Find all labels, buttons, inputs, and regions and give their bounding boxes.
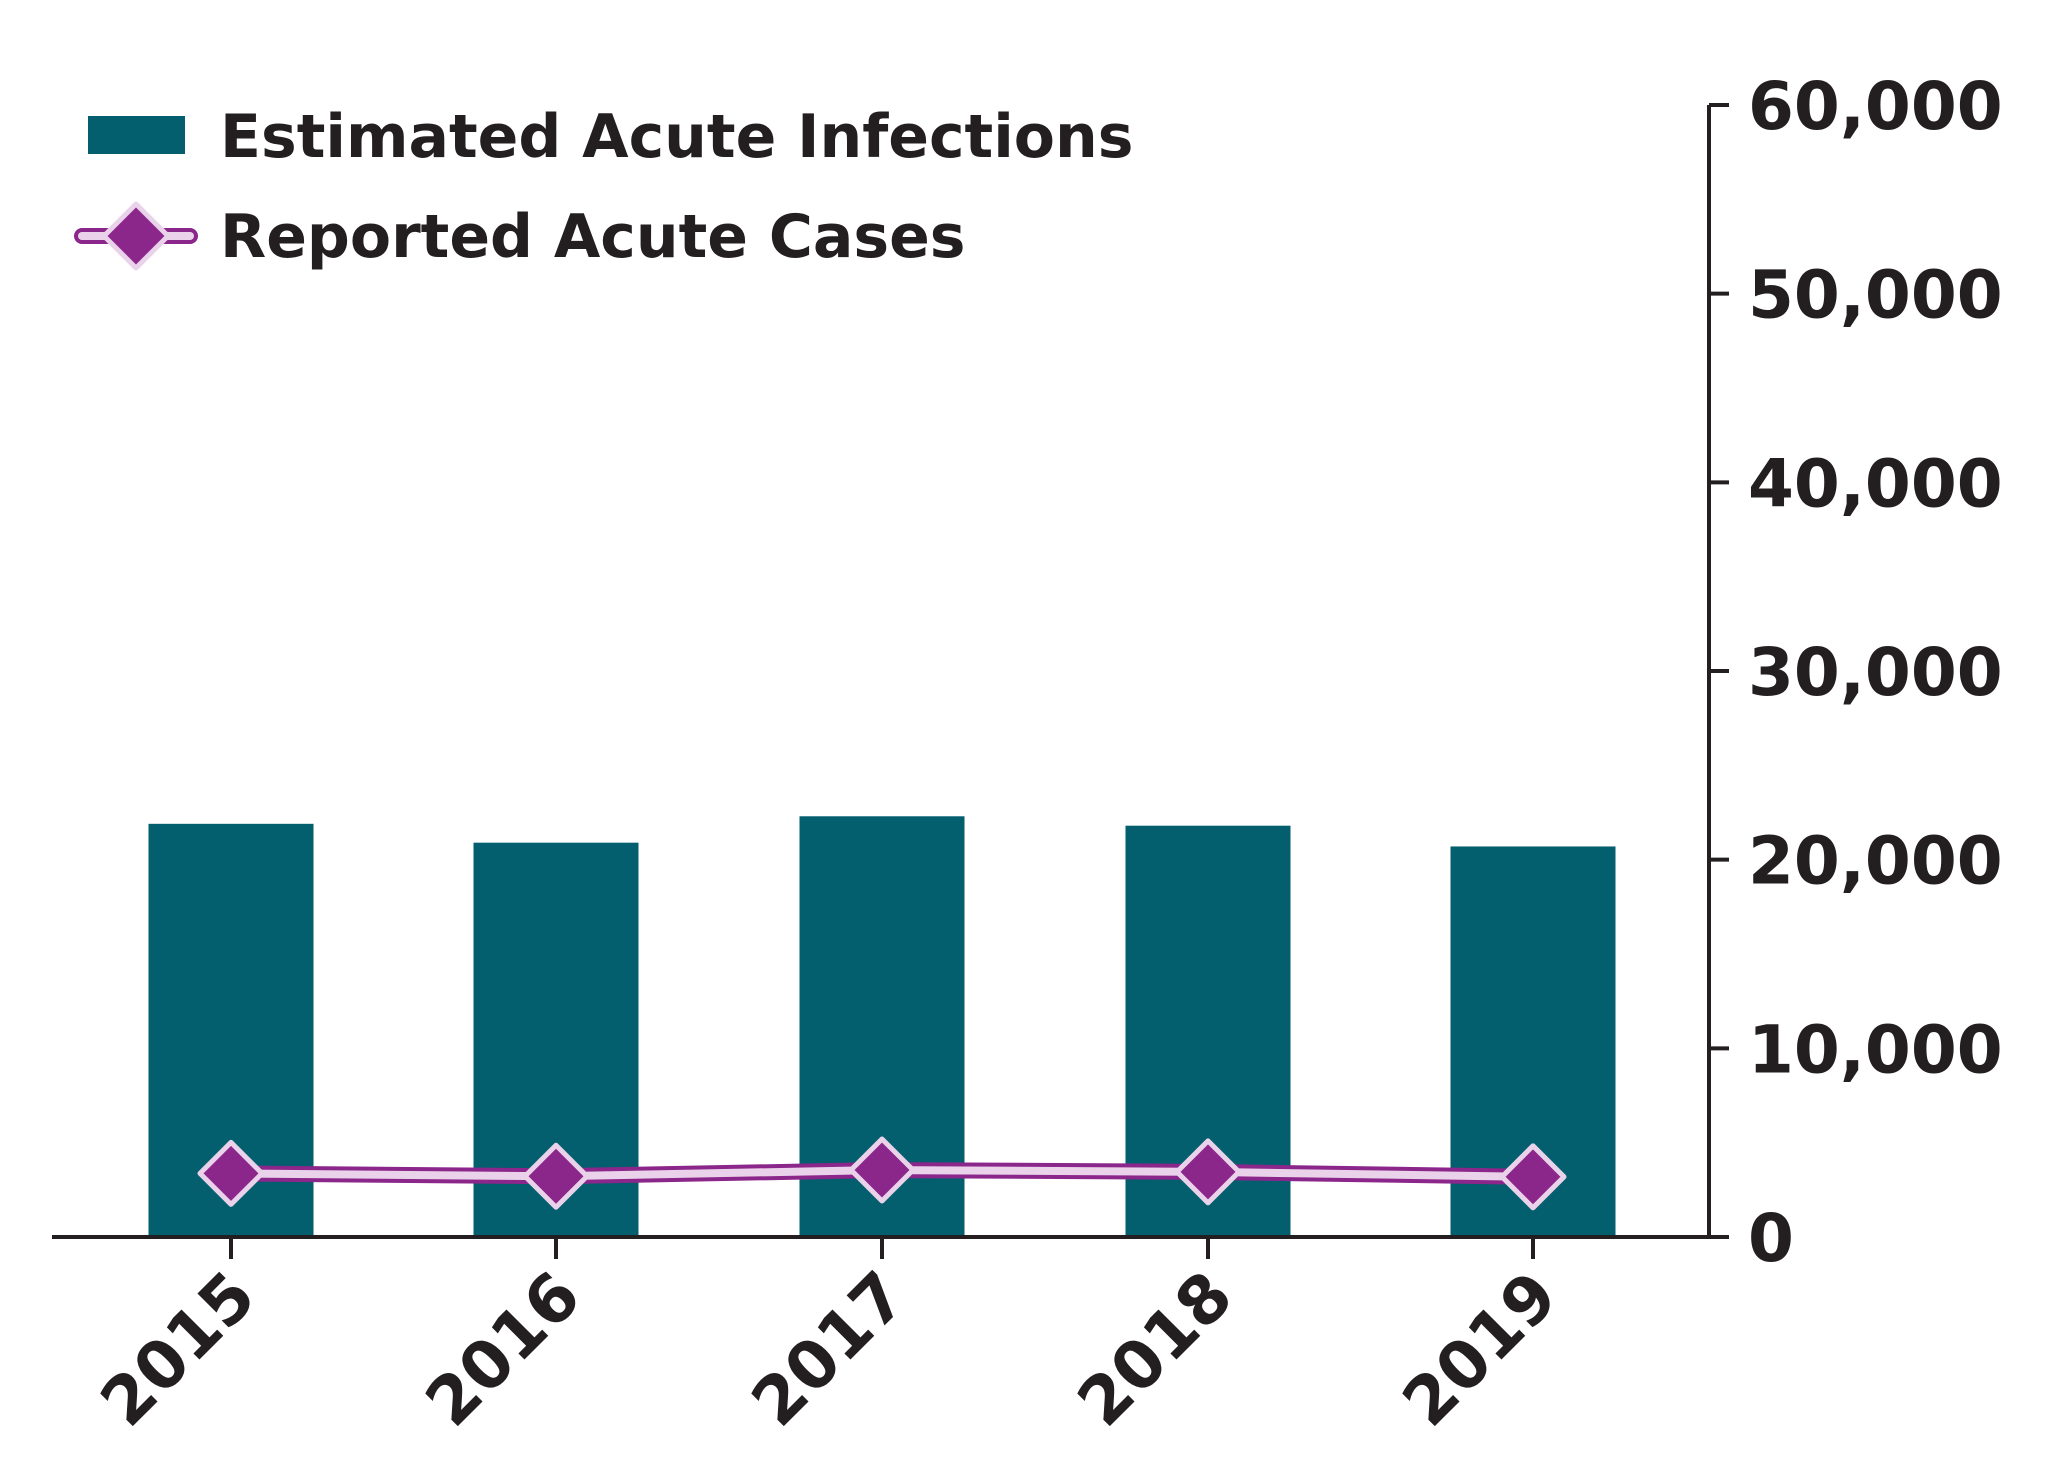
legend-swatch-reported: [74, 201, 198, 271]
x-tick-label-2016: 2016: [411, 1257, 595, 1441]
diamond-marker-2016: [522, 1142, 590, 1210]
legend-swatch-estimated: [88, 116, 185, 154]
y-tick-label: 60,000: [1748, 68, 2003, 145]
y-tick-label: 50,000: [1748, 257, 2003, 334]
diamond-marker-2015: [197, 1139, 265, 1207]
y-tick-label: 10,000: [1748, 1011, 2003, 1088]
y-tick-label: 0: [1748, 1200, 1794, 1277]
legend: Estimated Acute Infections Reported Acut…: [74, 102, 1133, 272]
legend-label-reported: Reported Acute Cases: [220, 202, 966, 272]
x-ticks: 2015 2016 2017 2018 2019: [86, 1237, 1572, 1441]
y-ticks: 0 10,000 20,000 30,000 40,000 50,000 60,000: [1709, 68, 2003, 1277]
diamond-marker-2018: [1174, 1138, 1242, 1206]
y-tick-label: 20,000: [1748, 823, 2003, 900]
x-tick-label-2015: 2015: [86, 1257, 270, 1441]
legend-diamond-icon: [101, 201, 171, 271]
diamond-marker-2019: [1499, 1143, 1567, 1211]
line-layer: [197, 1136, 1567, 1211]
x-tick-label-2018: 2018: [1063, 1257, 1247, 1441]
y-tick-label: 30,000: [1748, 634, 2003, 711]
legend-label-estimated: Estimated Acute Infections: [220, 102, 1133, 172]
x-tick-label-2017: 2017: [737, 1257, 921, 1441]
y-tick-label: 40,000: [1748, 445, 2003, 522]
x-tick-label-2019: 2019: [1388, 1257, 1572, 1441]
diamond-marker-2017: [848, 1136, 916, 1204]
